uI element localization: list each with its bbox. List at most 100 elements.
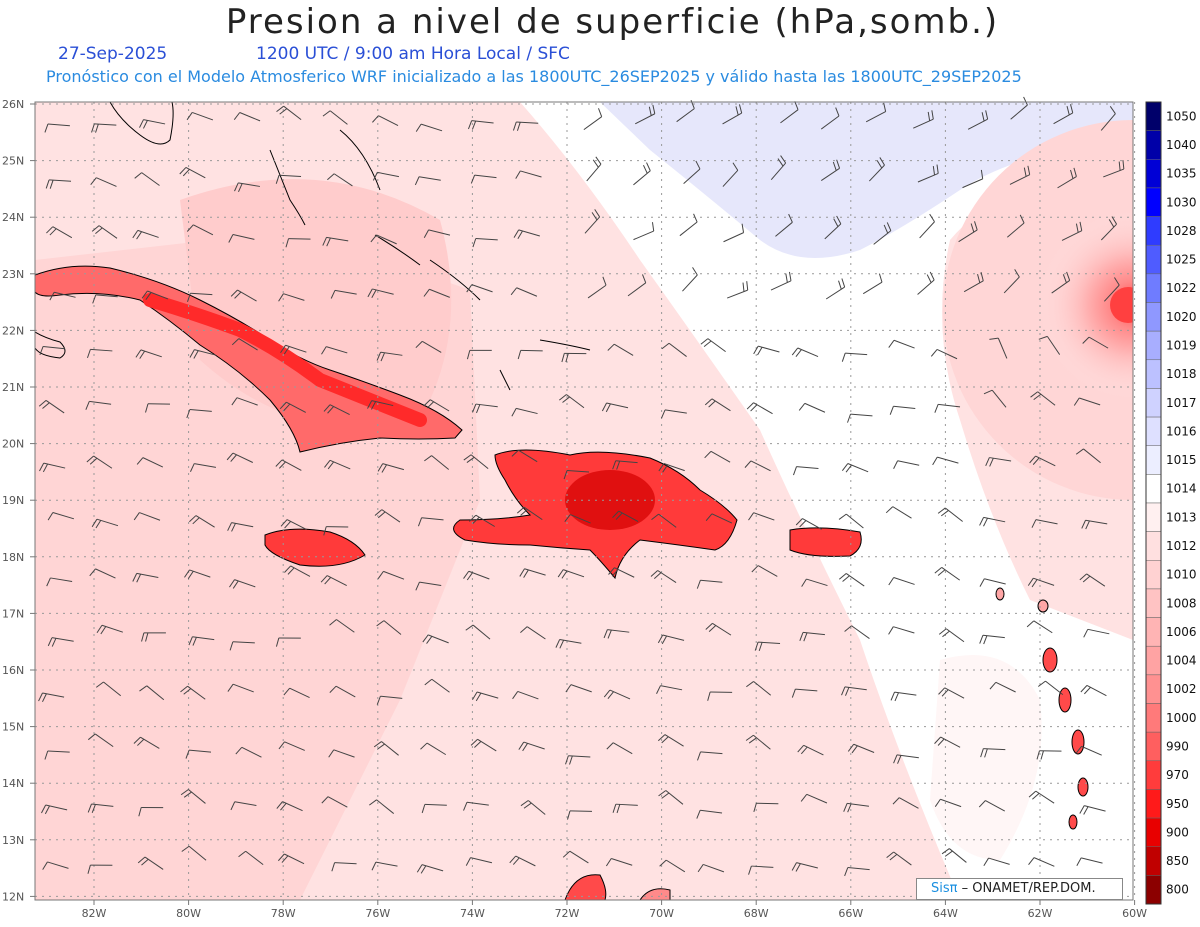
wind-barb	[372, 115, 399, 127]
wind-barb	[824, 215, 842, 240]
colorbar-swatch	[1145, 760, 1162, 790]
wind-barb	[139, 119, 166, 129]
wind-barb	[791, 862, 818, 872]
lon-label: 80W	[176, 907, 201, 920]
wind-barb	[770, 155, 787, 180]
wind-barb	[801, 578, 828, 587]
wind-barb	[603, 629, 630, 639]
wind-barb	[133, 736, 160, 749]
credit-box: Sisπ – ONAMET/REP.DOM.	[916, 878, 1123, 900]
colorbar-label: 1018	[1166, 367, 1197, 381]
wind-barb	[520, 626, 546, 640]
wind-barb	[657, 734, 684, 747]
wind-barb	[329, 685, 356, 698]
wind-barb	[190, 463, 217, 472]
colorbar-label: 800	[1166, 883, 1189, 897]
wind-barb	[91, 225, 118, 239]
lat-lon-grid	[35, 102, 1136, 900]
wind-barb	[978, 800, 1006, 812]
wind-barb	[754, 641, 781, 652]
wind-barb	[424, 455, 450, 470]
wind-barb	[753, 802, 779, 813]
wind-barb	[979, 516, 1006, 527]
wind-barb	[793, 466, 819, 476]
wind-barb	[979, 578, 1006, 587]
wind-barb	[841, 463, 869, 473]
wind-barb	[280, 519, 307, 531]
wind-barb	[633, 222, 655, 241]
wind-barb	[938, 628, 965, 643]
wind-barb	[145, 403, 170, 413]
wind-barb	[886, 851, 912, 866]
wind-barb	[181, 845, 207, 861]
colorbar-label: 950	[1166, 797, 1189, 811]
wind-barb	[132, 572, 159, 583]
wind-barb	[416, 864, 444, 874]
lon-label: 72W	[555, 907, 580, 920]
wind-barb	[838, 573, 865, 587]
wind-barb	[775, 213, 793, 237]
wind-barb	[417, 517, 444, 527]
wind-barb	[87, 864, 113, 874]
wind-barb	[47, 511, 75, 521]
wind-barb	[179, 166, 206, 179]
wind-barb	[893, 460, 920, 470]
colorbar-label: 970	[1166, 768, 1189, 782]
wind-barb	[1082, 336, 1109, 349]
wind-barb	[888, 339, 915, 349]
wind-barb	[374, 509, 401, 523]
wind-barb	[980, 748, 1006, 758]
wind-barb	[423, 229, 451, 239]
wind-barb	[229, 579, 256, 589]
island-st-vincent	[1077, 777, 1089, 797]
lat-label: 22N	[2, 324, 24, 337]
wind-barb	[49, 291, 76, 301]
wind-barb	[985, 457, 1012, 467]
wind-barb	[934, 798, 962, 808]
wind-barb	[278, 741, 305, 751]
colorbar-label: 1019	[1166, 338, 1197, 352]
lat-label: 19N	[2, 494, 24, 507]
wind-barb	[798, 402, 826, 413]
colorbar-label: 1025	[1166, 253, 1197, 267]
wind-barb	[372, 171, 400, 181]
bahamas-outline	[269, 129, 591, 391]
wind-barb	[515, 170, 542, 179]
wind-barb	[555, 638, 582, 649]
wind-barb	[186, 409, 212, 419]
wind-barb	[744, 460, 771, 472]
wind-barb	[519, 568, 546, 578]
lat-label: 25N	[2, 155, 24, 168]
wind-barb	[320, 575, 347, 587]
wind-barb	[612, 460, 638, 470]
wind-barb	[1100, 105, 1116, 131]
wind-barb	[141, 632, 166, 642]
plot-frame	[34, 101, 1134, 901]
lon-label: 62W	[1028, 907, 1053, 920]
wind-barb	[800, 793, 828, 804]
wind-barb	[865, 102, 887, 123]
wind-barb	[324, 459, 351, 470]
wind-barb	[682, 267, 698, 292]
high-pressure-area	[600, 102, 1133, 258]
credit-brand: Sisπ	[931, 881, 958, 896]
colorbar-label: 1020	[1166, 310, 1197, 324]
wind-barb	[797, 744, 824, 756]
wind-barb	[841, 352, 868, 362]
lon-label: 78W	[271, 907, 296, 920]
wind-barb	[46, 577, 73, 587]
wind-barb	[1100, 216, 1118, 241]
lat-label: 12N	[2, 890, 24, 903]
wind-barb	[847, 413, 873, 423]
wind-barb	[650, 570, 677, 583]
wind-barb	[472, 238, 498, 248]
wind-barb	[753, 345, 780, 356]
cuba-landmass	[35, 265, 463, 453]
wind-barb	[661, 409, 687, 419]
wind-barb	[963, 272, 984, 293]
wind-barb	[608, 567, 635, 578]
puerto-rico-landmass	[789, 527, 862, 557]
wind-barb	[707, 691, 733, 701]
wind-barb	[889, 405, 916, 415]
